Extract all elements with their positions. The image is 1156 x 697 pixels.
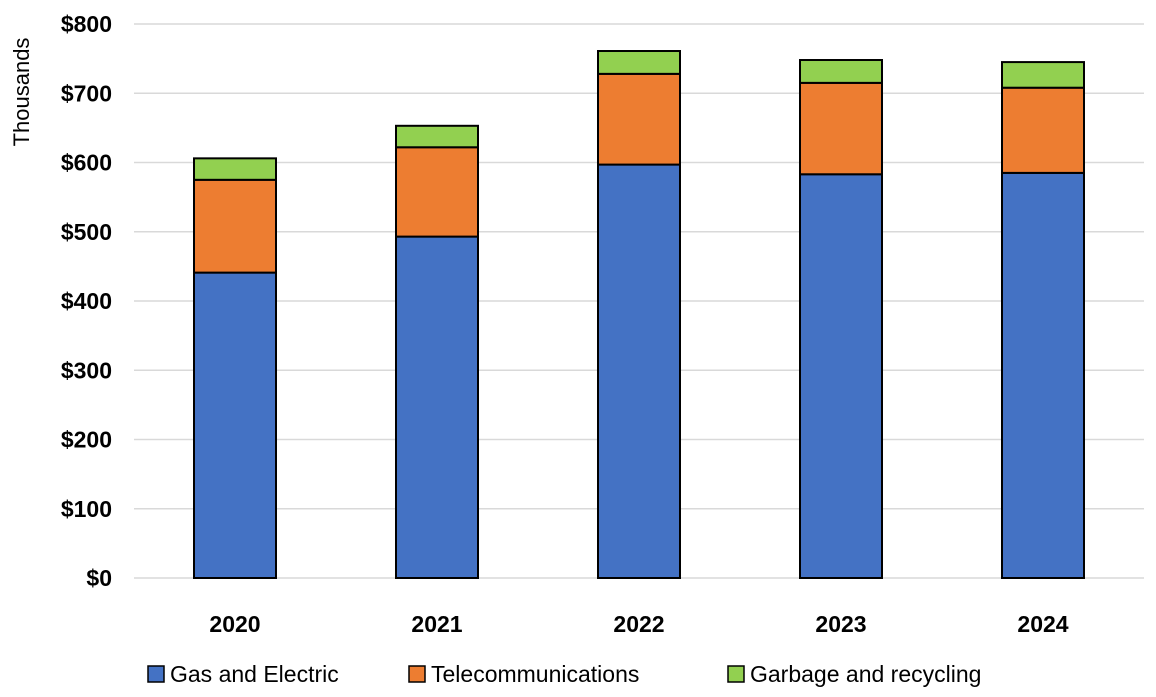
y-tick-label: $0 (86, 565, 112, 591)
bar-segment (395, 124, 479, 149)
x-axis-ticks: 2020 2021 2022 2023 2024 (209, 611, 1068, 637)
bar-segment (597, 50, 681, 75)
legend: Gas and Electric Telecommunications Garbag… (147, 661, 981, 687)
bar-segment (1001, 171, 1085, 579)
bar-segment (597, 163, 681, 579)
bar-segment (1001, 61, 1085, 89)
x-tick-label: 2024 (1017, 611, 1068, 637)
x-tick-label: 2023 (815, 611, 866, 637)
y-tick-label: $400 (61, 288, 112, 314)
y-tick-label: $500 (61, 219, 112, 245)
y-axis-ticks: $0 $100 $200 $300 $400 $500 $600 $700 $800 (61, 11, 112, 591)
y-tick-label: $800 (61, 11, 112, 37)
y-tick-label: $100 (61, 496, 112, 522)
bar-segment (193, 157, 277, 181)
bar-segment (193, 178, 277, 274)
bar-segment (395, 235, 479, 579)
legend-label: Garbage and recycling (750, 661, 981, 687)
legend-swatch (727, 665, 745, 683)
bar-segment (597, 72, 681, 166)
legend-swatch (147, 665, 165, 683)
y-tick-label: $700 (61, 80, 112, 106)
bar-segment (799, 173, 883, 580)
y-tick-label: $300 (61, 357, 112, 383)
bar-segment (1001, 86, 1085, 174)
bar-segment (799, 81, 883, 176)
x-tick-label: 2020 (209, 611, 260, 637)
legend-label: Gas and Electric (170, 661, 339, 687)
bar-segment (193, 271, 277, 579)
x-tick-label: 2022 (613, 611, 664, 637)
bar-segment (395, 146, 479, 238)
y-axis-title: Thousands (9, 38, 34, 147)
y-tick-label: $600 (61, 150, 112, 176)
legend-swatch (408, 665, 426, 683)
y-tick-label: $200 (61, 427, 112, 453)
legend-label: Telecommunications (431, 661, 639, 687)
x-tick-label: 2021 (411, 611, 462, 637)
bars (193, 50, 1085, 580)
bar-segment (799, 59, 883, 84)
